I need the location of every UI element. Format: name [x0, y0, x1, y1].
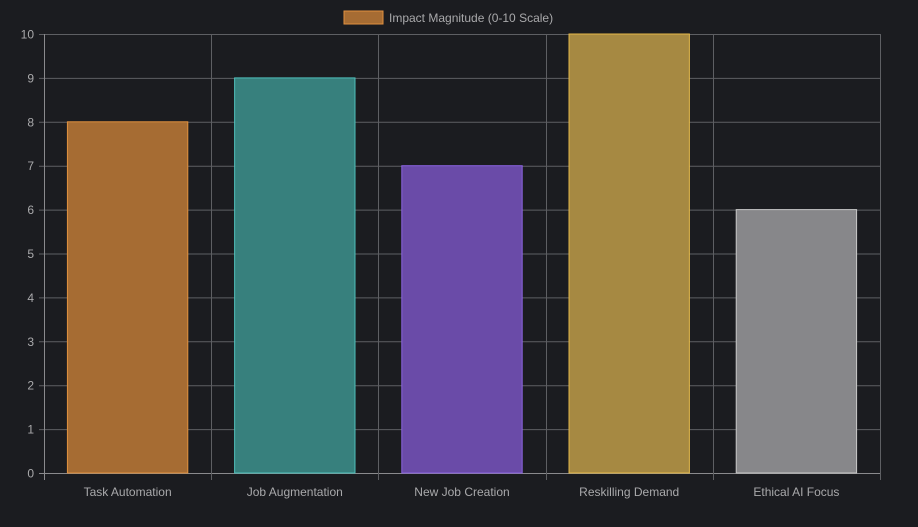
y-tick-label: 1: [27, 423, 34, 437]
legend-label: Impact Magnitude (0-10 Scale): [389, 11, 553, 25]
y-tick-label: 0: [27, 467, 34, 481]
x-tick-label: Task Automation: [84, 485, 172, 499]
x-tick-label: Reskilling Demand: [579, 485, 679, 499]
y-tick-label: 4: [27, 291, 34, 305]
y-tick-label: 8: [27, 115, 34, 129]
bar-reskilling-demand: [568, 33, 690, 474]
y-tick-label: 2: [27, 379, 34, 393]
y-tick-label: 10: [21, 28, 35, 42]
y-tick-label: 3: [27, 335, 34, 349]
x-tick-label: Job Augmentation: [247, 485, 343, 499]
y-tick-label: 5: [27, 247, 34, 261]
legend-swatch: [343, 10, 384, 25]
bars: [66, 33, 858, 474]
y-tick-label: 7: [27, 159, 34, 173]
x-tick-label: Ethical AI Focus: [753, 485, 839, 499]
bar-new-job-creation: [401, 165, 523, 474]
y-tick-label: 6: [27, 203, 34, 217]
bar-ethical-ai-focus: [735, 209, 858, 474]
legend[interactable]: Impact Magnitude (0-10 Scale): [343, 10, 553, 25]
y-axis: 0 1 2 3 4 5 6 7 8 9 10: [21, 28, 35, 481]
bar-job-augmentation: [234, 77, 356, 474]
y-tick-label: 9: [27, 71, 34, 85]
x-tick-label: New Job Creation: [414, 485, 509, 499]
x-axis: Task Automation Job Augmentation New Job C…: [84, 485, 840, 499]
bar-task-automation: [66, 121, 189, 474]
